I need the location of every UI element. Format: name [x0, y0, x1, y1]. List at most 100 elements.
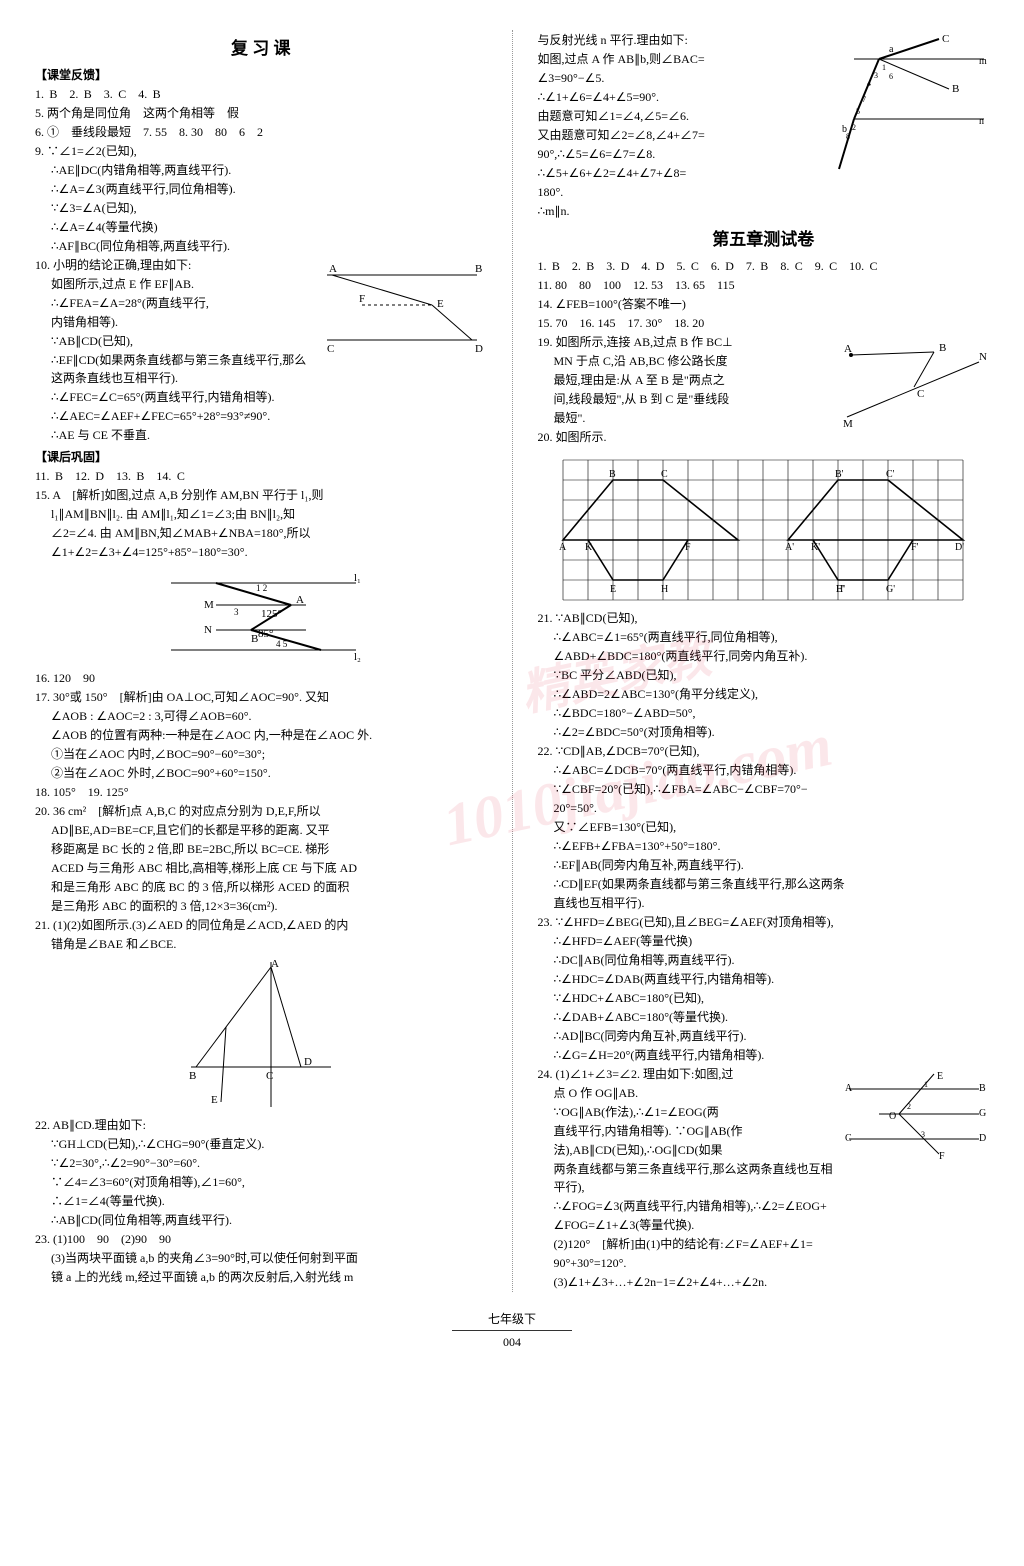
- svg-text:F': F': [911, 542, 919, 553]
- svg-text:K: K: [585, 542, 593, 553]
- svg-text:3: 3: [234, 607, 239, 617]
- svg-text:H': H': [836, 584, 845, 595]
- r22i: 直线也互相平行).: [538, 894, 990, 912]
- figure-21: A B C D E: [171, 957, 351, 1112]
- ans-18-19: 18. 105° 19. 125°: [35, 783, 487, 801]
- fig15-M: M: [204, 599, 214, 611]
- fig24-O: O: [889, 1111, 896, 1122]
- svg-text:K': K': [811, 542, 820, 553]
- fig10-A: A: [329, 263, 337, 275]
- fig24-E: E: [937, 1071, 943, 1082]
- review-title: 复 习 课: [35, 36, 487, 62]
- svg-text:4 5: 4 5: [276, 639, 288, 649]
- svg-text:1: 1: [882, 63, 886, 72]
- r23e: ∵∠HDC+∠ABC=180°(已知),: [538, 989, 990, 1007]
- r-ans-1-10: 1. B 2. B 3. D 4. D 5. C 6. D 7. B 8. C …: [538, 257, 990, 275]
- fig21-E: E: [211, 1094, 218, 1106]
- q15-b: l₁∥AM∥BN∥l₂. 由 AM∥l₁,知∠1=∠3;由 BN∥l₂,知: [35, 505, 487, 523]
- fig15-A: A: [296, 594, 304, 606]
- q9-c: ∴∠A=∠3(两直线平行,同位角相等).: [35, 180, 487, 198]
- r23b: ∴∠HFD=∠AEF(等量代换): [538, 932, 990, 950]
- r23a: 23. ∵∠HFD=∠BEG(已知),且∠BEG=∠AEF(对顶角相等),: [538, 913, 990, 931]
- r21a: 21. ∵AB∥CD(已知),: [538, 609, 990, 627]
- ans-6-8: 6. ① 垂线段最短 7. 55 8. 30 80 6 2: [35, 123, 487, 141]
- svg-text:A: A: [559, 542, 567, 553]
- q20-b: AD∥BE,AD=BE=CF,且它们的长都是平移的距离. 又平: [35, 821, 487, 839]
- r22f: ∴∠EFB+∠FBA=130°+50°=180°.: [538, 837, 990, 855]
- fig10-F: F: [359, 293, 365, 305]
- figM-B: B: [952, 83, 959, 95]
- q9-d: ∵∠3=∠A(已知),: [35, 199, 487, 217]
- q17-d: ①当在∠AOC 内时,∠BOC=90°−60°=30°;: [35, 745, 487, 763]
- r21f: ∴∠BDC=180°−∠ABD=50°,: [538, 704, 990, 722]
- fig15-N: N: [204, 624, 212, 636]
- svg-text:3: 3: [921, 1130, 925, 1139]
- svg-text:6: 6: [889, 72, 893, 81]
- figM-m: m: [979, 56, 987, 67]
- r21e: ∴∠ABD=2∠ABC=130°(角平分线定义),: [538, 685, 990, 703]
- fig10-C: C: [327, 343, 334, 355]
- q21-b: 错角是∠BAE 和∠BCE.: [35, 935, 487, 953]
- fig19-N: N: [979, 351, 987, 363]
- q17-a: 17. 30°或 150° [解析]由 OA⊥OC,可知∠AOC=90°. 又知: [35, 688, 487, 706]
- q22-a: 22. AB∥CD.理由如下:: [35, 1116, 487, 1134]
- r24h: ∠FOG=∠1+∠3(等量代换).: [538, 1216, 990, 1234]
- svg-text:H: H: [661, 584, 668, 595]
- r24i: (2)120° [解析]由(1)中的结论有:∠F=∠AEF+∠1=: [538, 1235, 990, 1253]
- q9-e: ∴∠A=∠4(等量代换): [35, 218, 487, 236]
- q10-f: ∴EF∥CD(如果两条直线都与第三条直线平行,那么这两条直线也互相平行).: [35, 351, 487, 387]
- fig19-C: C: [917, 388, 924, 400]
- r23h: ∴∠G=∠H=20°(两直线平行,内错角相等).: [538, 1046, 990, 1064]
- q20-a: 20. 36 cm² [解析]点 A,B,C 的对应点分别为 D,E,F,所以: [35, 802, 487, 820]
- fig10-B: B: [475, 263, 482, 275]
- r22e: 又∵∠EFB=130°(已知),: [538, 818, 990, 836]
- footer-pagenum: 004: [503, 1335, 521, 1349]
- fig24-A: A: [845, 1083, 853, 1094]
- svg-text:B': B': [835, 469, 844, 480]
- svg-text:1: 1: [924, 1080, 928, 1089]
- fig19-B: B: [939, 342, 946, 354]
- r20: 20. 如图所示.: [538, 428, 990, 446]
- ans-5: 5. 两个角是同位角 这两个角相等 假: [35, 104, 487, 122]
- figM-a: a: [889, 44, 894, 55]
- q22-e: ∴∠1=∠4(等量代换).: [35, 1192, 487, 1210]
- q20-c: 移距离是 BC 长的 2 倍,即 BE=2BC,所以 BC=CE. 梯形: [35, 840, 487, 858]
- r23g: ∴AD∥BC(同旁内角互补,两直线平行).: [538, 1027, 990, 1045]
- column-divider: [512, 30, 513, 1292]
- q22-b: ∵GH⊥CD(已知),∴∠CHG=90°(垂直定义).: [35, 1135, 487, 1153]
- r22d: 20°=50°.: [538, 799, 990, 817]
- r-ans-14: 14. ∠FEB=100°(答案不唯一): [538, 295, 990, 313]
- fig21-B: B: [189, 1070, 196, 1082]
- q9-f: ∴AF∥BC(同位角相等,两直线平行).: [35, 237, 487, 255]
- fig15-85: 85°: [258, 628, 273, 640]
- chapter5-title: 第五章测试卷: [538, 227, 990, 253]
- q17-b: ∠AOB : ∠AOC=2 : 3,可得∠AOB=60°.: [35, 707, 487, 725]
- svg-text:7: 7: [862, 95, 866, 104]
- svg-text:8: 8: [846, 132, 850, 141]
- r23c: ∴DC∥AB(同位角相等,两直线平行).: [538, 951, 990, 969]
- r22h: ∴CD∥EF(如果两条直线都与第三条直线平行,那么这两条: [538, 875, 990, 893]
- svg-text:3: 3: [874, 71, 878, 80]
- r24g: ∴∠FOG=∠3(两直线平行,内错角相等),∴∠2=∠EOG+: [538, 1197, 990, 1215]
- page-columns: 复 习 课 【课堂反馈】 1. B 2. B 3. C 4. B 5. 两个角是…: [35, 30, 989, 1292]
- svg-text:4: 4: [867, 79, 871, 88]
- fig21-A: A: [271, 958, 279, 970]
- r21d: ∵BC 平分∠ABD(已知),: [538, 666, 990, 684]
- r22a: 22. ∵CD∥AB,∠DCB=70°(已知),: [538, 742, 990, 760]
- fig24-G: G: [979, 1108, 986, 1119]
- q20-e: 和是三角形 ABC 的底 BC 的 3 倍,所以梯形 ACED 的面积: [35, 878, 487, 896]
- r24j: 90°+30°=120°.: [538, 1254, 990, 1272]
- svg-text:E: E: [610, 584, 616, 595]
- svg-text:C: C: [661, 469, 668, 480]
- q22-f: ∴AB∥CD(同位角相等,两直线平行).: [35, 1211, 487, 1229]
- fig15-l2: l₂: [354, 651, 361, 663]
- q23-1: 23. (1)100 90 (2)90 90: [35, 1230, 487, 1248]
- ans-1-4: 1. B 2. B 3. C 4. B: [35, 85, 487, 103]
- figure-19: A B C M N: [839, 337, 989, 427]
- q10-g: ∴∠FEC=∠C=65°(两直线平行,内错角相等).: [35, 388, 487, 406]
- figure-15: l₁ l₂ M N A B 125° 85° 1 2 3 4 5: [156, 565, 366, 665]
- fig10-D: D: [475, 343, 483, 355]
- fig10-E: E: [437, 298, 444, 310]
- r23d: ∴∠HDC=∠DAB(两直线平行,内错角相等).: [538, 970, 990, 988]
- r24f: 两条直线都与第三条直线平行,那么这两条直线也互相平行),: [538, 1160, 990, 1196]
